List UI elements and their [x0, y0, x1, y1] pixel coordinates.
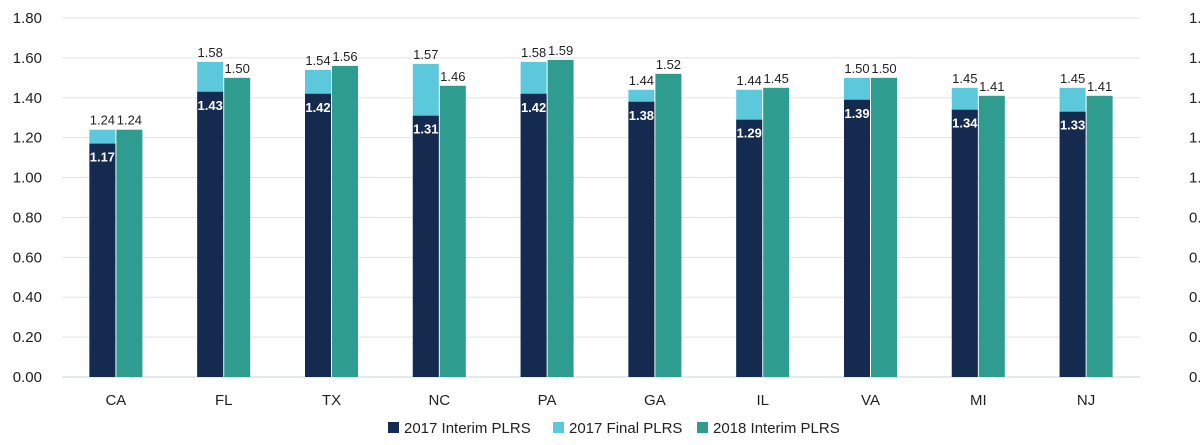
- data-label-2017-final: 1.44: [737, 73, 762, 88]
- bars: [89, 59, 1113, 378]
- legend-label: 2017 Final PLRS: [569, 420, 682, 437]
- bar-2017-interim: [412, 115, 439, 377]
- data-label-2017-interim: 1.42: [521, 100, 546, 115]
- y-tick-label-left: 0.00: [13, 369, 42, 386]
- bar-2017-interim: [197, 91, 224, 378]
- y-tick-label-left: 1.80: [13, 10, 42, 27]
- legend-swatch: [388, 422, 399, 433]
- data-label-2018-interim: 1.59: [548, 43, 573, 58]
- bar-2018-interim: [116, 129, 143, 377]
- data-label-2017-final: 1.45: [1060, 71, 1085, 86]
- bar-2017-interim: [1059, 111, 1086, 377]
- bar-2018-interim: [224, 77, 251, 377]
- bar-2017-interim: [89, 143, 116, 377]
- y-tick-label-right: 0.00: [1189, 369, 1200, 386]
- x-category-label: VA: [861, 392, 880, 409]
- data-label-2018-interim: 1.50: [225, 61, 250, 76]
- data-label-2017-final: 1.45: [952, 71, 977, 86]
- legend-swatch: [553, 422, 564, 433]
- bar-2018-interim: [871, 77, 897, 377]
- data-label-2018-interim: 1.24: [117, 113, 142, 128]
- y-tick-label-left: 1.60: [13, 50, 42, 67]
- bar-2018-interim: [763, 87, 790, 378]
- y-tick-label-right: 0.60: [1189, 249, 1200, 266]
- bar-2018-interim: [978, 95, 1005, 378]
- bar-2018-interim: [439, 85, 466, 378]
- legend-label: 2018 Interim PLRS: [713, 420, 840, 437]
- legend: 2017 Interim PLRS 2017 Final PLRS 2018 Int…: [388, 420, 840, 437]
- y-tick-label-right: 1.40: [1189, 90, 1200, 107]
- data-label-2018-interim: 1.52: [656, 57, 681, 72]
- bar-2018-interim: [1086, 95, 1113, 378]
- y-tick-label-left: 1.40: [13, 90, 42, 107]
- data-label-2017-final: 1.57: [413, 47, 438, 62]
- data-label-2017-interim: 1.17: [90, 150, 115, 165]
- data-label-2017-interim: 1.34: [952, 116, 978, 131]
- y-tick-label-right: 0.80: [1189, 209, 1200, 226]
- bar-2017-interim: [628, 101, 655, 378]
- y-tick-label-left: 0.40: [13, 289, 42, 306]
- y-tick-label-left: 0.20: [13, 329, 42, 346]
- data-label-2017-interim: 1.43: [198, 98, 223, 113]
- y-tick-label-right: 1.60: [1189, 50, 1200, 67]
- data-label-2017-final: 1.44: [629, 73, 654, 88]
- y-tick-label-right: 0.20: [1189, 329, 1200, 346]
- bar-2017-interim: [736, 119, 763, 377]
- data-label-2017-interim: 1.39: [844, 106, 869, 121]
- data-label-2017-interim: 1.42: [305, 100, 330, 115]
- data-label-2017-final: 1.54: [305, 53, 330, 68]
- data-label-2017-final: 1.58: [521, 45, 546, 60]
- bar-2017-interim: [305, 93, 331, 378]
- bar-2018-interim: [655, 73, 682, 377]
- data-label-2018-interim: 1.41: [1087, 79, 1112, 94]
- data-label-2017-final: 1.50: [844, 61, 869, 76]
- x-category-label: TX: [322, 392, 341, 409]
- data-label-2018-interim: 1.50: [871, 61, 896, 76]
- x-category-label: IL: [756, 392, 769, 409]
- x-category-label: FL: [215, 392, 233, 409]
- y-tick-label-right: 1.80: [1189, 10, 1200, 27]
- x-category-label: GA: [644, 392, 666, 409]
- x-category-label: NC: [428, 392, 450, 409]
- data-label-2018-interim: 1.41: [979, 79, 1004, 94]
- x-category-label: PA: [538, 392, 557, 409]
- data-label-2017-interim: 1.38: [629, 108, 654, 123]
- y-tick-label-right: 0.40: [1189, 289, 1200, 306]
- y-tick-label-right: 1.00: [1189, 170, 1200, 187]
- bar-2018-interim: [332, 65, 358, 377]
- y-tick-label-left: 1.00: [13, 170, 42, 187]
- data-label-2017-final: 1.24: [90, 113, 115, 128]
- y-tick-label-left: 0.60: [13, 249, 42, 266]
- data-label-2018-interim: 1.45: [764, 71, 789, 86]
- y-tick-label-left: 1.20: [13, 130, 42, 147]
- x-category-label: MI: [970, 392, 987, 409]
- bar-2017-interim: [520, 93, 547, 378]
- data-labels: 1.24 1.17 1.24 1.58 1.43 1.50 1.54 1.42 1.56 1.57…: [90, 43, 1113, 165]
- y-tick-label-left: 0.80: [13, 209, 42, 226]
- bar-2017-interim: [951, 109, 978, 377]
- axes: 0.00 0.00 0.20 0.20 0.40 0.40 0.60 0.60 0.80 0.80…: [13, 10, 1200, 409]
- y-tick-label-right: 1.20: [1189, 130, 1200, 147]
- data-label-2017-interim: 1.31: [413, 122, 438, 137]
- data-label-2018-interim: 1.46: [440, 69, 465, 84]
- legend-label: 2017 Interim PLRS: [404, 420, 531, 437]
- x-category-label: NJ: [1077, 392, 1095, 409]
- data-label-2017-interim: 1.29: [737, 126, 762, 141]
- data-label-2017-final: 1.58: [198, 45, 223, 60]
- data-label-2018-interim: 1.56: [332, 49, 357, 64]
- bar-2018-interim: [547, 59, 574, 378]
- data-label-2017-interim: 1.33: [1060, 118, 1085, 133]
- bar-2017-interim: [844, 99, 870, 378]
- legend-swatch: [697, 422, 708, 433]
- x-category-label: CA: [105, 392, 126, 409]
